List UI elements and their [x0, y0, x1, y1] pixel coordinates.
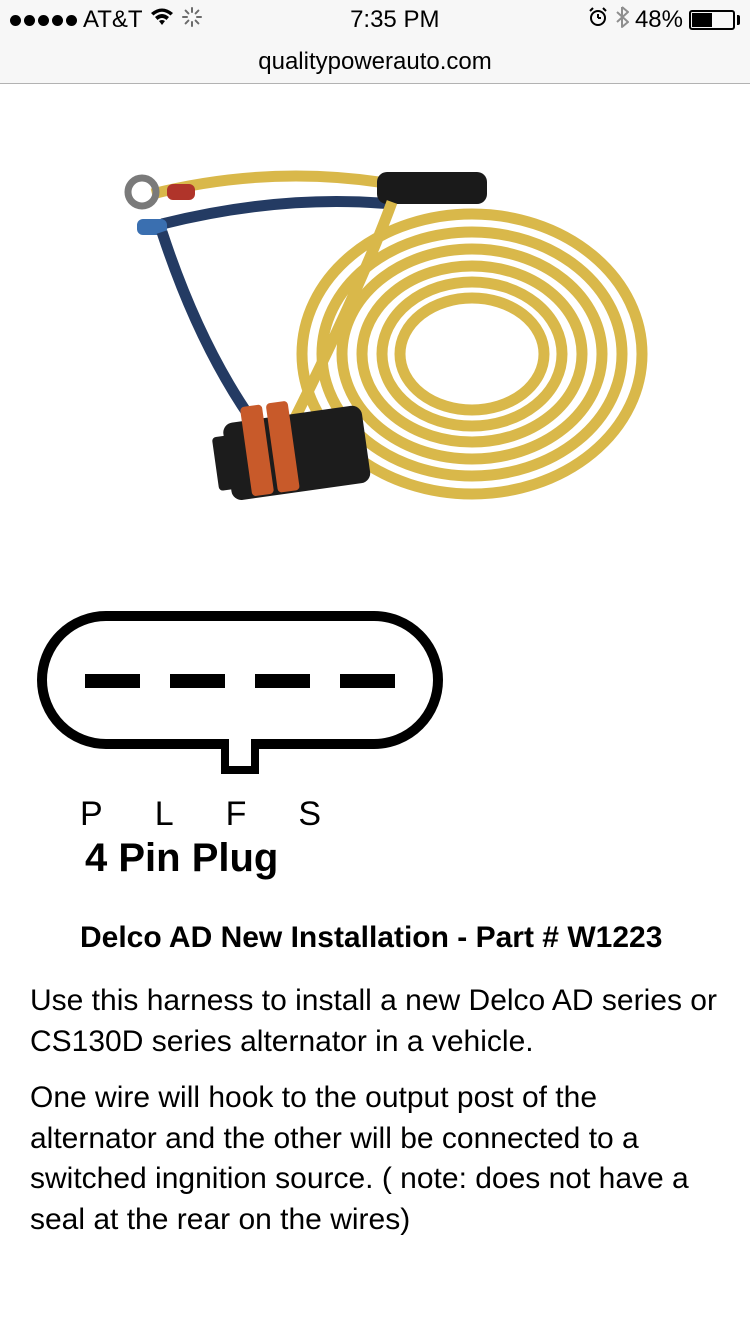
pin-label: P [80, 795, 105, 834]
alarm-icon [587, 6, 609, 35]
carrier-label: AT&T [83, 6, 143, 34]
status-right: 48% [587, 5, 740, 36]
loading-spinner-icon [181, 6, 203, 35]
battery-percent-label: 48% [635, 6, 683, 34]
clock-label: 7:35 PM [350, 6, 439, 34]
browser-url-bar[interactable]: qualitypowerauto.com [0, 40, 750, 84]
wifi-icon [149, 6, 175, 34]
signal-dots-icon [10, 15, 77, 26]
connector-diagram: P L F S 4 Pin Plug [30, 604, 450, 881]
battery-icon [689, 10, 740, 30]
product-description-1: Use this harness to install a new Delco … [0, 965, 750, 1062]
pin-label: F [226, 795, 249, 834]
url-text: qualitypowerauto.com [258, 48, 491, 76]
product-heading: Delco AD New Installation - Part # W1223 [0, 881, 750, 965]
status-left: AT&T [10, 6, 203, 35]
pin-label: S [298, 795, 323, 834]
product-photo [22, 124, 722, 594]
bluetooth-icon [615, 5, 629, 36]
pin-label: L [155, 795, 176, 834]
diagram-title: 4 Pin Plug [30, 836, 450, 881]
status-bar: AT&T 7:35 PM 48% [0, 0, 750, 40]
page-content: P L F S 4 Pin Plug Delco AD New Installa… [0, 124, 750, 1240]
pin-labels-row: P L F S [30, 795, 450, 834]
product-description-2: One wire will hook to the output post of… [0, 1062, 750, 1240]
